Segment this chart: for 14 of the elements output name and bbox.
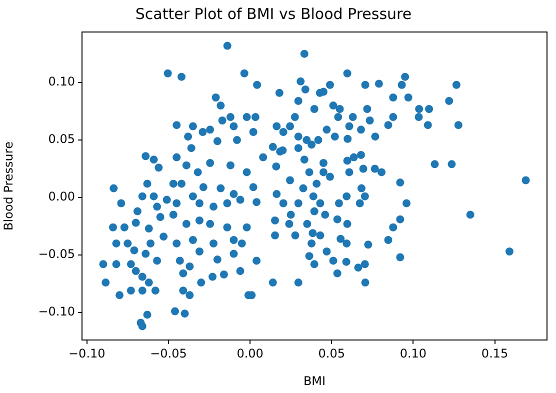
x-tick-label: −0.05: [150, 346, 187, 360]
y-tick-label: 0.05: [48, 132, 75, 146]
x-tick-label: 0.10: [400, 346, 427, 360]
y-tick-label: 0.10: [48, 74, 75, 89]
x-tick-label: 0.15: [481, 346, 508, 360]
y-tick-label: −0.10: [38, 304, 75, 319]
chart-title: Scatter Plot of BMI vs Blood Pressure: [135, 4, 412, 23]
y-tick-label: 0.00: [48, 190, 75, 204]
y-axis-title: Blood Pressure: [1, 142, 16, 230]
x-tick-label: −0.10: [68, 346, 106, 360]
x-tick-label: 0.00: [236, 346, 264, 360]
x-axis-title: BMI: [303, 374, 326, 388]
x-tick-label: 0.05: [318, 346, 345, 360]
y-tick-label: −0.05: [38, 247, 75, 262]
